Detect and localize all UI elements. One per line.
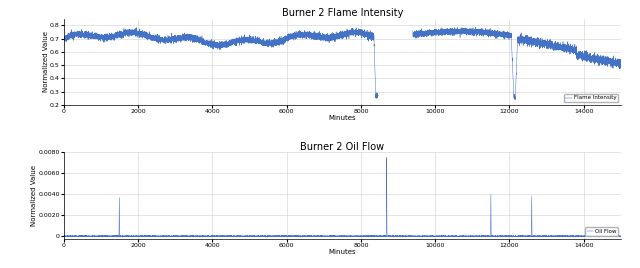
- Oil Flow: [617, 235, 625, 238]
- Legend: Oil Flow: Oil Flow: [585, 228, 618, 236]
- Y-axis label: Normalized Value: Normalized Value: [43, 31, 49, 92]
- Flame Intensity: [617, 62, 625, 65]
- Flame Intensity: [609, 62, 617, 66]
- Line: Oil Flow: Oil Flow: [64, 158, 621, 236]
- Oil Flow: [115, 235, 123, 238]
- Oil Flow: [383, 156, 390, 159]
- Flame Intensity: [544, 42, 552, 45]
- Oil Flow: [544, 235, 552, 238]
- Title: Burner 2 Flame Intensity: Burner 2 Flame Intensity: [282, 8, 403, 18]
- Flame Intensity: [415, 31, 423, 34]
- Flame Intensity: [60, 36, 68, 39]
- Y-axis label: Normalized Value: Normalized Value: [31, 165, 37, 226]
- X-axis label: Minutes: Minutes: [328, 116, 356, 121]
- Flame Intensity: [559, 46, 567, 49]
- Flame Intensity: [310, 36, 318, 39]
- Line: Flame Intensity: Flame Intensity: [64, 27, 621, 100]
- Oil Flow: [616, 234, 623, 238]
- Oil Flow: [310, 234, 318, 237]
- Oil Flow: [60, 235, 68, 238]
- Oil Flow: [415, 234, 423, 238]
- Title: Burner 2 Oil Flow: Burner 2 Oil Flow: [300, 142, 385, 152]
- X-axis label: Minutes: Minutes: [328, 249, 356, 255]
- Legend: Flame Intensity: Flame Intensity: [564, 94, 618, 102]
- Oil Flow: [559, 234, 567, 238]
- Flame Intensity: [616, 61, 623, 64]
- Oil Flow: [609, 235, 617, 238]
